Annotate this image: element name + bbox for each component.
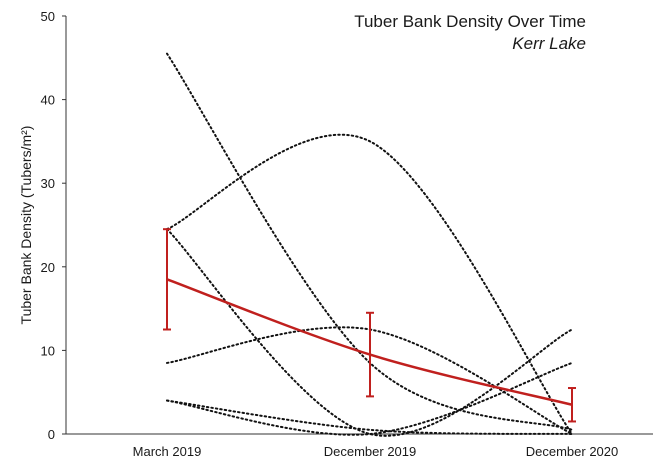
chart-title: Tuber Bank Density Over Time [354,12,586,31]
site-line-6 [166,399,573,435]
y-tick-label: 40 [41,93,55,108]
chart-title-block: Tuber Bank Density Over Time Kerr Lake [354,12,586,54]
chart-subtitle: Kerr Lake [512,34,586,53]
y-tick-label: 10 [41,343,55,358]
y-tick-label: 30 [41,176,55,191]
mean-series-group [163,228,576,423]
site-line-3 [166,228,573,437]
x-tick-label: December 2019 [324,444,417,459]
y-tick-group: 0 10 20 30 40 50 [41,9,66,442]
y-axis-label: Tuber Bank Density (Tubers/m²) [18,126,34,325]
x-tick-label: March 2019 [133,444,202,459]
x-tick-label: December 2020 [526,444,619,459]
y-tick-label: 50 [41,9,55,24]
x-tick-group: March 2019 December 2019 December 2020 [133,444,619,459]
y-tick-label: 20 [41,260,55,275]
y-tick-label: 0 [48,427,55,442]
site-line-5 [166,361,573,436]
site-line-2 [166,133,573,435]
